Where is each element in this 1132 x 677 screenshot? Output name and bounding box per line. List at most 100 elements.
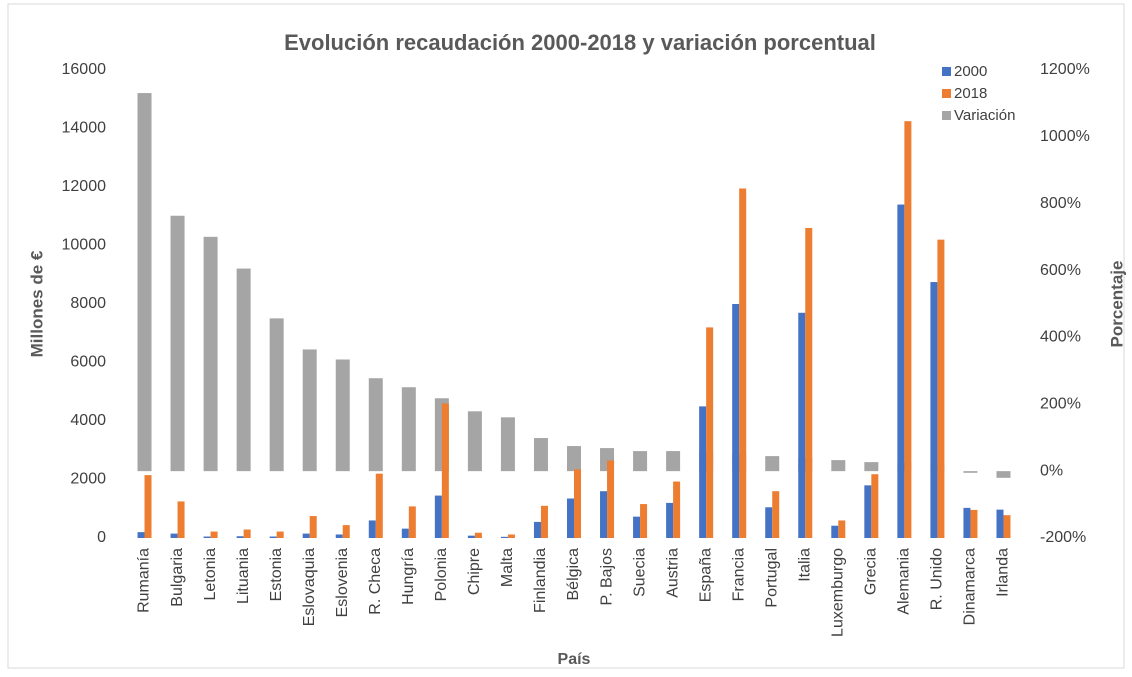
x-tick-label: R. Checa <box>367 548 384 615</box>
x-tick-label: Grecia <box>863 548 880 595</box>
x-tick-label: R. Unido <box>929 548 946 610</box>
bar-variacion <box>302 349 317 472</box>
bar <box>699 406 707 538</box>
bar-variacion <box>236 268 251 472</box>
bar <box>798 312 806 538</box>
y-tick-label: 16000 <box>62 61 107 78</box>
bar <box>739 188 747 538</box>
y2-tick-label: -200% <box>1040 529 1086 546</box>
bar-variacion <box>137 93 152 472</box>
y-tick-label: 14000 <box>62 120 107 137</box>
y2-tick-label: 0% <box>1040 462 1063 479</box>
x-tick-label: Estonia <box>268 548 285 601</box>
x-tick-label: Dinamarca <box>962 548 979 625</box>
bar <box>467 535 475 538</box>
bar-variacion <box>500 417 515 472</box>
bar <box>831 525 839 538</box>
x-tick-label: Luxemburgo <box>830 548 847 637</box>
bar <box>533 521 541 538</box>
bar <box>897 204 905 539</box>
bar <box>567 498 574 538</box>
bar <box>276 531 284 538</box>
x-tick-label: Hungría <box>400 548 417 605</box>
bar <box>474 532 482 538</box>
x-tick-label: Lituania <box>235 548 252 604</box>
x-tick-label: Alemania <box>896 548 913 615</box>
x-tick-label: Finlandia <box>532 548 549 613</box>
bar-variacion <box>467 411 482 472</box>
x-tick-label: Bélgica <box>565 548 582 601</box>
bar <box>666 502 674 538</box>
bar-variacion <box>269 318 284 472</box>
x-tick-label: Austria <box>664 548 681 598</box>
bar <box>210 531 218 538</box>
bar <box>243 529 251 538</box>
x-tick-label: Portugal <box>763 548 780 608</box>
x-tick-label: Rumanía <box>136 548 153 613</box>
y-tick-label: 6000 <box>70 354 106 371</box>
x-tick-label: Letonia <box>202 548 219 601</box>
x-tick-label: España <box>697 548 714 602</box>
bar <box>1003 515 1011 538</box>
bar <box>434 495 442 538</box>
y2-axis-title: Porcentaje <box>1107 261 1126 348</box>
bar-variacion <box>831 460 846 472</box>
bar-variacion <box>864 462 879 472</box>
bar-variacion <box>170 215 185 472</box>
bar <box>368 520 376 538</box>
x-tick-label: Irlanda <box>995 548 1012 597</box>
y2-tick-label: 1000% <box>1040 128 1090 145</box>
bar <box>996 509 1004 538</box>
bar-variacion <box>567 446 581 472</box>
bar <box>871 474 879 538</box>
bar <box>500 536 508 538</box>
bar <box>170 533 178 538</box>
x-tick-label: Francia <box>730 548 747 601</box>
bar <box>144 475 152 538</box>
bar-variacion <box>996 471 1011 478</box>
bar <box>441 403 449 538</box>
x-tick-label: P. Bajos <box>598 548 615 606</box>
x-tick-label: Chipre <box>466 548 483 595</box>
y2-tick-label: 800% <box>1040 195 1081 212</box>
bar-variacion <box>368 378 383 472</box>
chart-title: Evolución recaudación 2000-2018 y variac… <box>284 30 876 55</box>
y-tick-label: 2000 <box>70 471 106 488</box>
bar <box>375 473 383 538</box>
bar <box>401 528 409 538</box>
bar-variacion <box>335 359 350 472</box>
y2-tick-label: 1200% <box>1040 61 1090 78</box>
bar <box>302 533 310 538</box>
legend-label: 2000 <box>954 63 987 80</box>
bar <box>177 501 185 538</box>
bar <box>805 227 813 538</box>
bar <box>540 505 548 538</box>
bar <box>236 536 244 538</box>
x-tick-label: Bulgaria <box>169 548 186 607</box>
x-tick-label: Italia <box>796 548 813 582</box>
bar <box>937 239 945 538</box>
bar <box>640 504 648 538</box>
x-axis-title: País <box>558 651 591 668</box>
bar <box>864 485 872 538</box>
bar <box>904 121 912 538</box>
bar <box>137 532 145 538</box>
bar <box>574 469 581 538</box>
bar-variacion <box>765 456 780 472</box>
legend-label: Variación <box>954 107 1015 124</box>
bar-variacion <box>633 451 648 472</box>
bar <box>335 534 343 538</box>
bar <box>963 507 971 538</box>
bar <box>673 481 681 538</box>
bar <box>408 506 416 538</box>
bar <box>342 525 350 538</box>
bar-variacion <box>401 387 416 472</box>
bar <box>765 507 773 538</box>
bar <box>930 282 938 538</box>
bar <box>706 327 714 538</box>
bar <box>772 491 780 538</box>
x-tick-label: Suecia <box>631 548 648 597</box>
y-tick-label: 0 <box>97 529 106 546</box>
